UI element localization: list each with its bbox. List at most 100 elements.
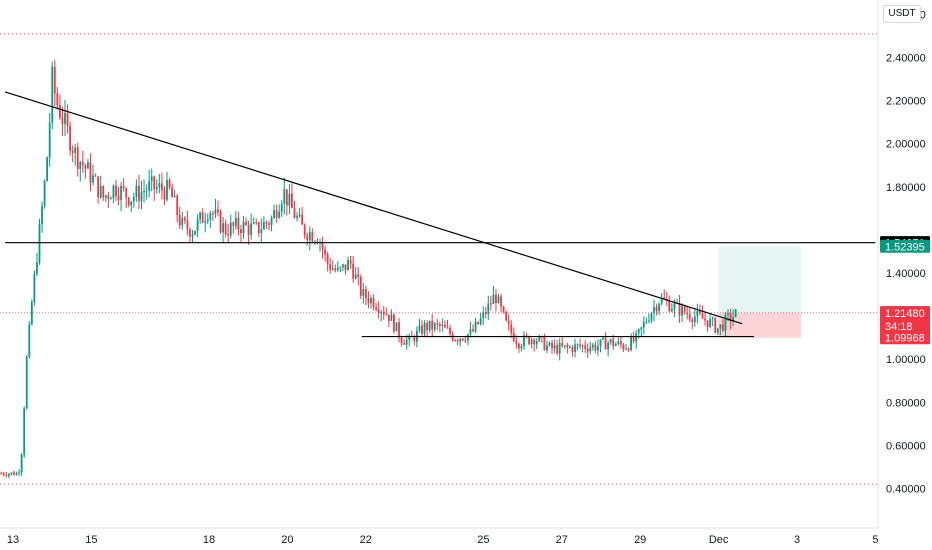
candle-body — [650, 313, 653, 321]
candle-body — [586, 348, 589, 352]
candle-body — [479, 318, 482, 325]
candle-body — [56, 93, 59, 106]
candle-body — [668, 300, 671, 312]
candle-body — [711, 318, 714, 320]
candle-body — [150, 176, 153, 182]
candle-body — [604, 337, 607, 350]
candle-body — [171, 187, 173, 198]
candle-body — [721, 324, 724, 331]
candle-body — [183, 217, 186, 221]
candle-body — [630, 336, 632, 351]
candle-body — [53, 66, 56, 94]
candle-body — [510, 324, 513, 333]
candle-body — [520, 346, 523, 349]
candle-body — [291, 193, 293, 209]
candle-body — [270, 217, 273, 225]
x-tick-label: 5 — [872, 534, 878, 546]
candle-body — [464, 340, 467, 342]
candle-body — [354, 274, 357, 279]
candle-body — [444, 324, 446, 328]
candle-body — [194, 230, 196, 235]
candle-body — [232, 222, 235, 226]
currency-label[interactable]: USDT — [883, 5, 921, 23]
candle-body — [454, 340, 457, 342]
candle-body — [482, 312, 485, 319]
candle-body — [553, 345, 556, 349]
candle-body — [625, 348, 627, 350]
candle-body — [693, 316, 696, 323]
candle-body — [528, 336, 530, 345]
position-target-zone — [718, 246, 801, 313]
candle-body — [398, 322, 400, 338]
y-tick-label: 2.00000 — [886, 139, 926, 151]
candle-body — [275, 210, 278, 218]
candle-body — [262, 222, 265, 230]
candle-body — [130, 201, 133, 206]
candle-body — [428, 320, 431, 331]
candle-body — [145, 190, 148, 192]
candle-body — [209, 213, 212, 220]
candle-body — [46, 157, 49, 181]
candle-body — [245, 221, 247, 226]
candle-body — [561, 342, 564, 347]
candle-body — [484, 312, 487, 314]
candle-body — [61, 117, 64, 124]
candle-body — [423, 322, 426, 334]
candle-body — [69, 125, 71, 151]
candle-body — [591, 344, 594, 348]
candle-body — [474, 321, 477, 332]
candle-body — [51, 66, 54, 123]
x-tick-label: 25 — [477, 534, 489, 546]
x-tick-label: 20 — [281, 534, 293, 546]
candle-body — [648, 320, 650, 322]
candle-body — [421, 325, 423, 334]
candle-body — [219, 211, 222, 233]
candle-body — [472, 329, 474, 332]
x-tick-label: 22 — [360, 534, 372, 546]
candle-body — [217, 209, 219, 212]
candle-body — [260, 229, 263, 233]
candle-body — [74, 147, 77, 153]
candle-body — [686, 312, 689, 315]
candle-body — [469, 329, 472, 335]
candle-body — [584, 345, 587, 349]
candle-body — [500, 296, 502, 307]
candle-body — [58, 105, 61, 118]
candle-body — [138, 185, 140, 202]
candle-body — [576, 344, 579, 346]
candle-body — [204, 221, 207, 223]
candle-body — [449, 327, 451, 334]
candle-body — [163, 190, 166, 200]
candle-body — [298, 214, 301, 217]
candle-body — [543, 336, 546, 351]
candle-body — [571, 346, 574, 353]
candle-body — [321, 242, 324, 250]
y-tick-label: 1.00000 — [886, 354, 926, 366]
candle-body — [81, 162, 84, 166]
candle-body — [456, 340, 459, 342]
candle-body — [227, 233, 230, 236]
candle-body — [441, 324, 444, 327]
candle-body — [535, 341, 538, 345]
candle-body — [296, 216, 298, 218]
candle-body — [461, 338, 464, 341]
candle-body — [117, 196, 120, 200]
candle-body — [25, 356, 28, 409]
candle-body — [446, 327, 449, 329]
candle-body — [362, 289, 365, 296]
candle-body — [459, 338, 462, 342]
price-tag-3 — [880, 306, 930, 334]
candle-body — [688, 314, 691, 320]
candle-body — [344, 264, 347, 271]
candle-body — [10, 472, 13, 474]
candle-body — [568, 346, 571, 348]
candle-body — [734, 309, 737, 318]
candle-body — [122, 185, 125, 189]
candle-body — [431, 320, 434, 330]
candle-body — [84, 165, 87, 169]
candle-body — [538, 336, 541, 342]
candle-body — [681, 306, 683, 316]
candle-body — [497, 296, 500, 303]
candle-body — [574, 344, 576, 353]
